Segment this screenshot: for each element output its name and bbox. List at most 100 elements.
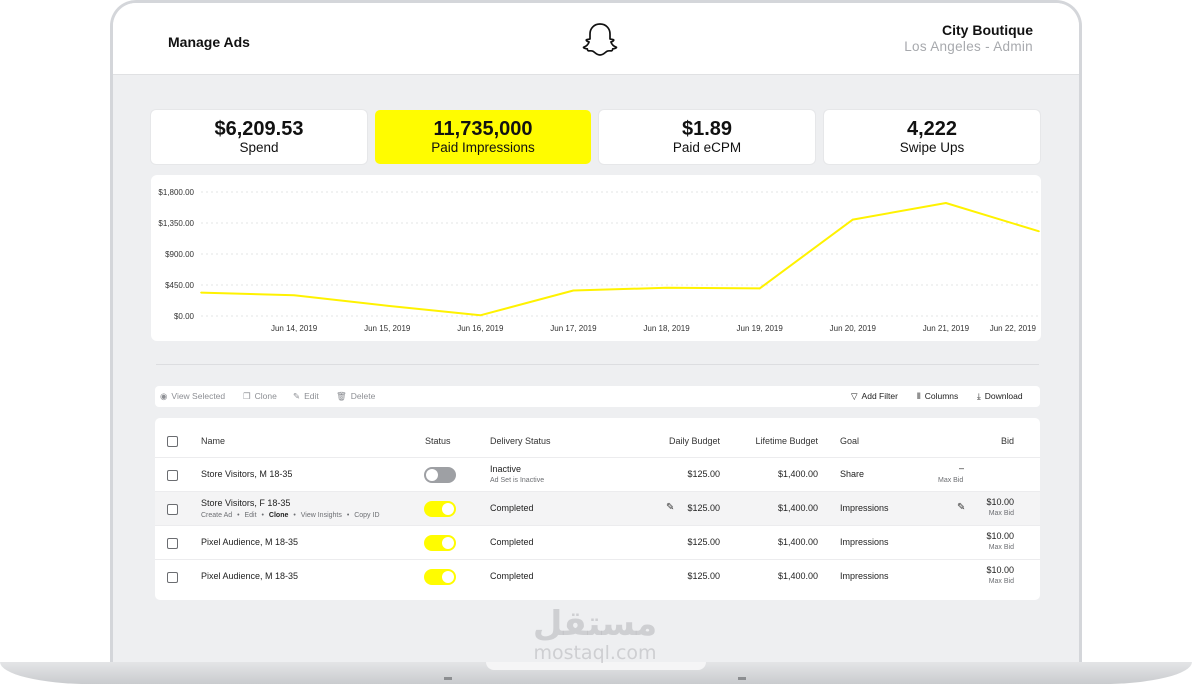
table-row[interactable]: Pixel Audience, M 18-35 Completed $125.0… xyxy=(155,525,1040,559)
delete-button[interactable]: 🗑 Delete xyxy=(336,391,375,402)
header-goal[interactable]: Goal xyxy=(840,436,860,446)
ad-set-name[interactable]: Pixel Audience, M 18-35 xyxy=(201,537,299,547)
table-row[interactable]: Store Visitors, F 18-35 Create Ad • Edit… xyxy=(155,491,1040,525)
status-toggle[interactable] xyxy=(424,501,456,517)
copy-icon: ❐ xyxy=(243,391,251,401)
goal: Impressions xyxy=(840,503,889,513)
account-role: Los Angeles - Admin xyxy=(904,39,1033,54)
download-icon: ⤓ xyxy=(977,391,981,401)
x-tick-label: Jun 21, 2019 xyxy=(923,324,970,333)
columns-label: Columns xyxy=(924,391,959,401)
stat-label: Paid eCPM xyxy=(672,140,742,155)
status-toggle[interactable] xyxy=(424,467,456,483)
stat-card-paid-ecpm[interactable]: $1.89 Paid eCPM xyxy=(599,110,815,164)
status-toggle[interactable] xyxy=(424,569,456,585)
bid-value: $10.00 xyxy=(986,531,1014,541)
stat-card-paid-impressions[interactable]: 11,735,000 Paid Impressions xyxy=(375,110,591,164)
view-insights-link[interactable]: View Insights xyxy=(300,512,342,519)
edit-button[interactable]: ✎ Edit xyxy=(293,391,319,402)
table-row[interactable]: Pixel Audience, M 18-35 Completed $125.0… xyxy=(155,559,1040,593)
row-actions: Create Ad • Edit • Clone • View Insights… xyxy=(201,512,380,519)
line-chart: $0.00 $450.00 $900.00 $1,350.00 $1,800.00 Jun… xyxy=(151,175,1041,341)
action-separator: • xyxy=(346,512,350,519)
row-checkbox[interactable] xyxy=(167,572,178,583)
toggle-knob xyxy=(426,469,438,481)
header-name[interactable]: Name xyxy=(201,436,226,446)
stat-card-swipe-ups[interactable]: 4,222 Swipe Ups xyxy=(824,110,1040,164)
download-button[interactable]: ⤓ Download xyxy=(977,391,1023,402)
status-toggle[interactable] xyxy=(424,535,456,551)
series-line xyxy=(200,202,1040,317)
stat-value: 11,735,000 xyxy=(433,118,533,140)
row-checkbox[interactable] xyxy=(167,470,178,481)
header-status[interactable]: Status xyxy=(425,436,451,446)
delivery-status: Completed xyxy=(490,537,534,547)
laptop-notch xyxy=(486,662,706,670)
section-divider xyxy=(156,364,1039,365)
daily-budget: $125.00 xyxy=(687,469,720,479)
header-delivery-status[interactable]: Delivery Status xyxy=(490,436,551,446)
data-point xyxy=(851,218,854,221)
account-name: City Boutique xyxy=(942,22,1033,38)
stat-value: $6,209.53 xyxy=(214,118,304,140)
row-checkbox[interactable] xyxy=(167,504,178,515)
ad-set-name[interactable]: Store Visitors, M 18-35 xyxy=(201,469,293,479)
edit-bid-pencil-icon[interactable]: ✎ xyxy=(957,502,966,513)
edit-link[interactable]: Edit xyxy=(244,512,257,519)
table-row[interactable]: Store Visitors, M 18-35 Inactive Ad Set … xyxy=(155,457,1040,491)
clone-button[interactable]: ❐ Clone xyxy=(243,391,277,402)
clone-link[interactable]: Clone xyxy=(268,512,289,519)
stats-row: $6,209.53 Spend 11,735,000 Paid Impressi… xyxy=(151,110,1041,164)
header-daily-budget[interactable]: Daily Budget xyxy=(668,436,720,446)
watermark-latin: mostaql.com xyxy=(533,642,657,664)
select-all-checkbox[interactable] xyxy=(167,436,178,447)
lifetime-budget: $1,400.00 xyxy=(777,469,818,479)
data-point xyxy=(386,304,389,307)
goal: Impressions xyxy=(840,571,889,581)
columns-button[interactable]: ⦀ Columns xyxy=(917,391,958,402)
row-checkbox[interactable] xyxy=(167,538,178,549)
eye-icon: ◉ xyxy=(160,391,168,401)
y-tick-label: $900.00 xyxy=(165,250,194,259)
bid-value: $10.00 xyxy=(986,565,1014,575)
x-tick-label: Jun 18, 2019 xyxy=(643,324,690,333)
y-tick-label: $1,350.00 xyxy=(158,219,194,228)
header-bid[interactable]: Bid xyxy=(1000,436,1014,446)
copy-id-link[interactable]: Copy ID xyxy=(354,512,380,519)
snapchat-ghost-icon[interactable] xyxy=(581,21,619,59)
data-point xyxy=(572,289,575,292)
page-title: Manage Ads xyxy=(168,34,250,50)
stat-label: Swipe Ups xyxy=(899,140,965,155)
y-tick-label: $1,800.00 xyxy=(158,188,194,197)
x-tick-label: Jun 22, 2019 xyxy=(990,324,1037,333)
laptop-foot xyxy=(738,677,746,680)
stat-card-spend[interactable]: $6,209.53 Spend xyxy=(151,110,367,164)
watermark: مستقل mostaql.com xyxy=(520,606,670,664)
create-ad-link[interactable]: Create Ad xyxy=(201,512,233,519)
download-label: Download xyxy=(984,391,1023,401)
x-tick-label: Jun 20, 2019 xyxy=(830,324,877,333)
ad-set-name[interactable]: Pixel Audience, M 18-35 xyxy=(201,571,299,581)
lifetime-budget: $1,400.00 xyxy=(777,571,818,581)
delivery-status: Completed xyxy=(490,571,534,581)
account-info[interactable]: City Boutique Los Angeles - Admin xyxy=(904,22,1033,55)
add-filter-button[interactable]: ▽ Add Filter xyxy=(851,391,898,402)
bid-label: Max Bid xyxy=(988,510,1014,517)
trash-icon: 🗑 xyxy=(336,391,347,401)
edit-budget-pencil-icon[interactable]: ✎ xyxy=(666,502,675,513)
toggle-knob xyxy=(442,537,454,549)
x-tick-label: Jun 19, 2019 xyxy=(737,324,784,333)
header-lifetime-budget[interactable]: Lifetime Budget xyxy=(755,436,818,446)
ad-set-name[interactable]: Store Visitors, F 18-35 xyxy=(201,498,291,508)
toggle-knob xyxy=(442,571,454,583)
laptop-base xyxy=(0,662,1192,684)
view-selected-button[interactable]: ◉ View Selected xyxy=(160,391,225,402)
bid-label: Max Bid xyxy=(938,477,964,484)
table-toolbar: ◉ View Selected ❐ Clone ✎ Edit 🗑 Delete ▽ Add… xyxy=(155,386,1040,407)
action-separator: • xyxy=(293,512,296,519)
chart-svg: $0.00 $450.00 $900.00 $1,350.00 $1,800.00 Jun… xyxy=(158,188,1040,333)
delete-label: Delete xyxy=(350,391,376,401)
add-filter-label: Add Filter xyxy=(861,391,898,401)
toggle-knob xyxy=(442,503,454,515)
daily-budget: $125.00 xyxy=(687,571,720,581)
